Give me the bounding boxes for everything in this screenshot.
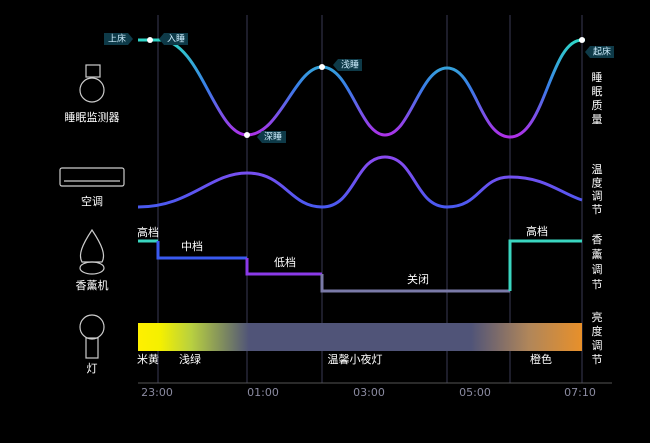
light-bar — [138, 323, 582, 351]
light-label: 米黄 — [137, 352, 159, 366]
sleep-tag: 上床 — [108, 33, 126, 45]
aroma-label: 高档 — [526, 224, 548, 238]
sleep-tag: 深睡 — [264, 131, 282, 143]
time-label: 01:00 — [247, 386, 279, 399]
aroma-label: 高档 — [137, 225, 159, 239]
sleep-tag: 浅睡 — [341, 59, 359, 71]
aroma-label: 低档 — [274, 255, 296, 269]
time-label: 03:00 — [353, 386, 385, 399]
sleep-tag: 起床 — [593, 46, 611, 58]
light-label: 浅绿 — [179, 352, 201, 366]
side-label: 亮度调节 — [592, 310, 603, 366]
sleep-dots — [147, 37, 585, 138]
device-label: 空调 — [81, 194, 103, 208]
time-label: 07:10 — [564, 386, 596, 399]
temperature-curve — [137, 155, 583, 209]
aroma-label: 关闭 — [407, 272, 429, 286]
device-label: 灯 — [87, 362, 98, 375]
tags — [104, 33, 614, 143]
sleep-curve — [138, 38, 585, 139]
side-label: 睡眠质量 — [592, 71, 603, 126]
time-label: 05:00 — [459, 386, 491, 399]
side-label: 香薰调节 — [592, 233, 603, 291]
icons — [59, 64, 125, 359]
side-label: 温度调节 — [592, 163, 603, 216]
device-label: 睡眠监测器 — [65, 111, 120, 124]
time-label: 23:00 — [141, 386, 173, 399]
sleep-tag: 入睡 — [167, 33, 185, 45]
light-label: 温馨小夜灯 — [328, 352, 383, 366]
device-label: 香薰机 — [76, 278, 109, 292]
aroma-steps — [138, 239, 582, 293]
light-label: 橙色 — [530, 352, 552, 366]
aroma-label: 中档 — [181, 239, 203, 253]
